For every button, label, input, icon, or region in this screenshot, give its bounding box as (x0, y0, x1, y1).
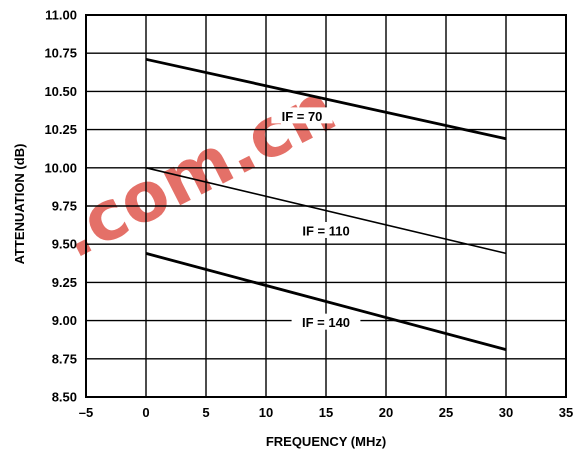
y-tick-label-1: 8.75 (52, 351, 77, 366)
x-axis-label: FREQUENCY (MHz) (266, 434, 386, 449)
x-tick-label-7: 30 (499, 405, 513, 420)
y-tick-label-6: 10.00 (44, 160, 77, 175)
series-label-bg-2 (291, 313, 361, 330)
series-label-bg-0 (271, 107, 333, 124)
series-label-1: IF = 110 (302, 223, 349, 238)
series-line-2 (145, 252, 507, 351)
plot-frame (85, 14, 567, 398)
x-tick-label-4: 15 (319, 405, 333, 420)
y-tick-label-7: 10.25 (44, 122, 77, 137)
series-line-1 (145, 167, 507, 255)
series-label-0: IF = 70 (282, 109, 323, 124)
series-labels: IF = 70 IF = 110 IF = 140 (271, 107, 361, 330)
y-tick-label-9: 10.75 (44, 46, 77, 61)
x-tick-label-5: 20 (379, 405, 393, 420)
series-label-bg-1 (291, 221, 361, 238)
y-tick-label-8: 10.50 (44, 84, 77, 99)
y-tick-label-0: 8.50 (52, 390, 77, 405)
x-tick-label-3: 10 (259, 405, 273, 420)
x-tick-label-2: 5 (202, 405, 209, 420)
series-label-2: IF = 140 (302, 315, 350, 330)
x-tick-label-6: 25 (439, 405, 453, 420)
x-tick-label-0: –5 (79, 405, 93, 420)
tick-labels: –5 0 5 10 15 20 25 30 35 8.50 8.75 9.00 9.25 9.50 9.75… (44, 8, 573, 421)
y-tick-label-4: 9.50 (52, 237, 77, 252)
y-tick-label-5: 9.75 (52, 199, 77, 214)
watermark-text: .com.cn (46, 68, 348, 274)
y-tick-label-2: 9.00 (52, 313, 77, 328)
x-tick-label-1: 0 (142, 405, 149, 420)
grid (85, 14, 567, 398)
x-tick-label-8: 35 (559, 405, 573, 420)
series-line-0 (145, 57, 507, 141)
y-tick-label-3: 9.25 (52, 275, 77, 290)
y-tick-label-10: 11.00 (45, 8, 77, 23)
series-lines (145, 57, 507, 351)
y-axis-label: ATTENUATION (dB) (12, 144, 27, 265)
watermark: .com.cn (46, 68, 348, 274)
